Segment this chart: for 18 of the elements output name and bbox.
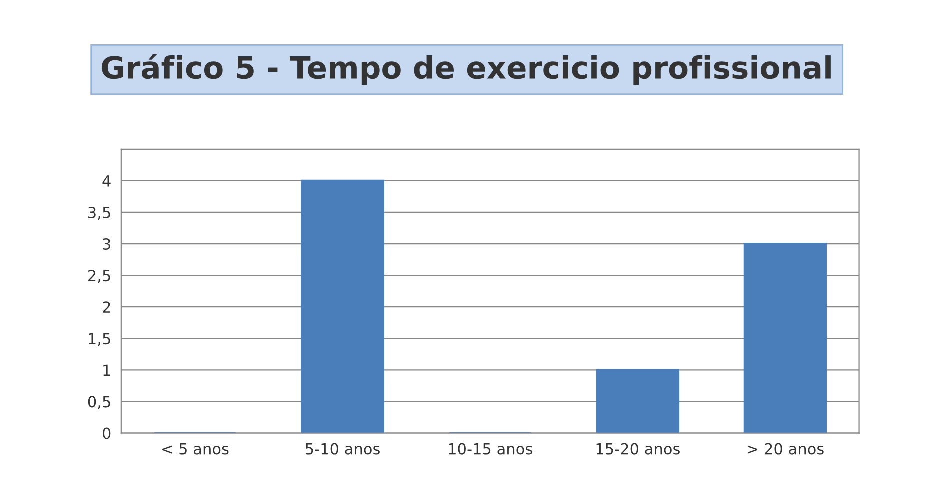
x-tick-label: > 20 anos [748, 443, 824, 455]
chart-title: Gráfico 5 - Tempo de exercicio profissional [102, 54, 831, 86]
x-tick-label: 10-15 anos [449, 443, 532, 455]
y-tick-label: 2 [103, 302, 110, 313]
y-tick-label: 1,5 [89, 333, 110, 346]
y-tick-label: 0,5 [88, 396, 110, 410]
x-tick-label: < 5 anos [162, 443, 229, 455]
y-tick-label: 4 [102, 176, 111, 187]
y-tick-label: 2,5 [88, 270, 110, 284]
bar [301, 180, 384, 434]
x-tick-label: 15-20 anos [596, 443, 680, 455]
bar [596, 369, 680, 434]
bar [744, 242, 828, 434]
y-tick-label: 1 [104, 364, 110, 376]
y-tick-label: 3 [103, 238, 110, 250]
y-tick-label: 3,5 [88, 206, 110, 220]
y-tick-label: 0 [102, 428, 111, 440]
x-tick-label: 5-10 anos [306, 443, 380, 455]
